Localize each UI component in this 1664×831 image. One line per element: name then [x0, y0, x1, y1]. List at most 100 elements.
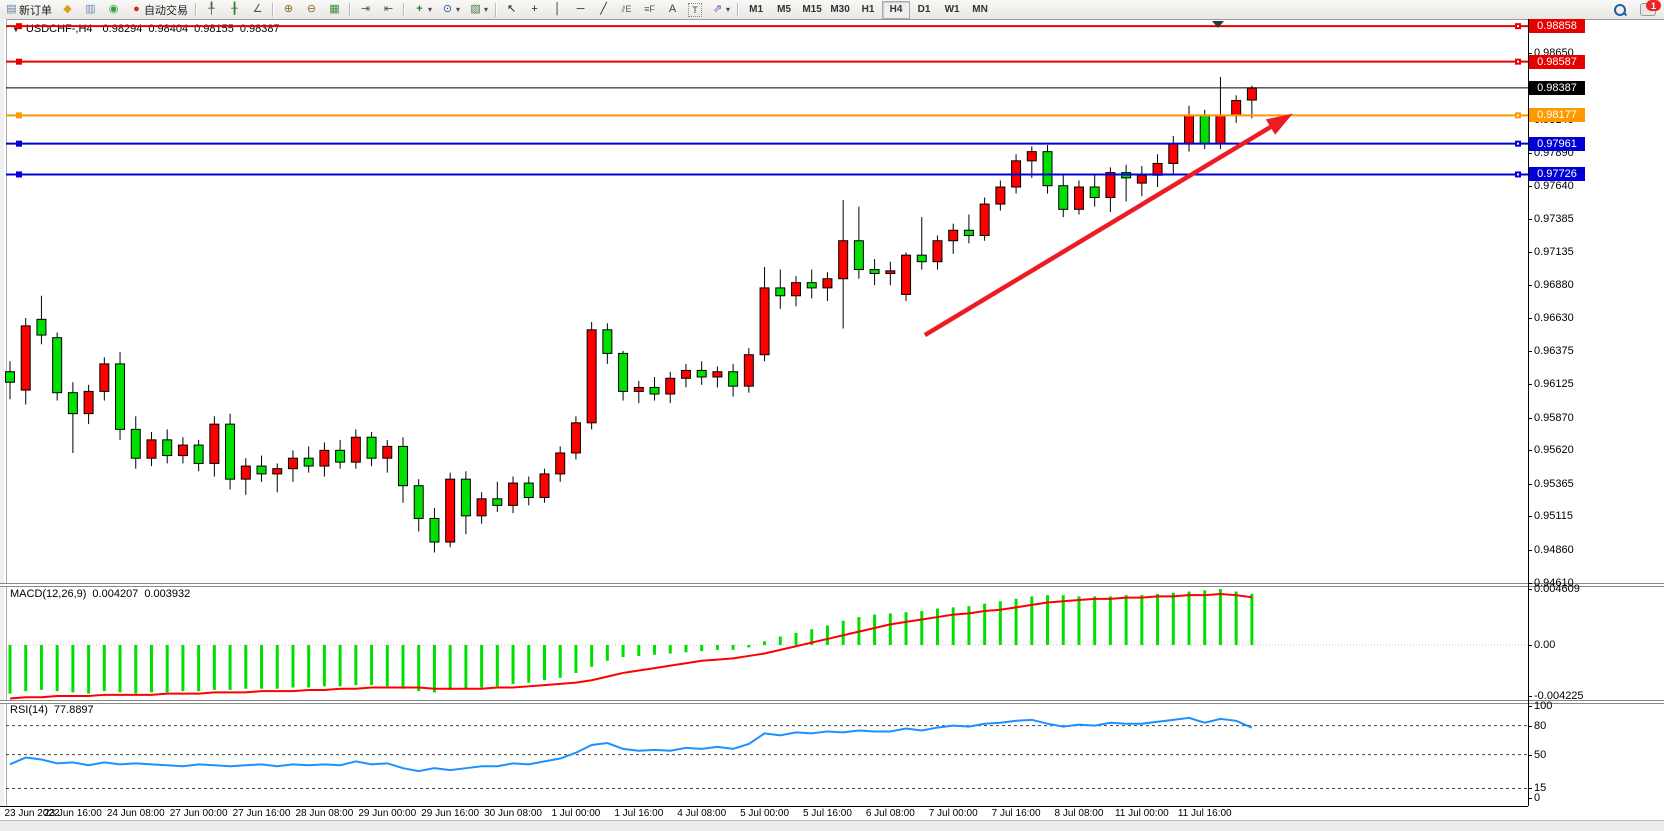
indicators-button[interactable]: + ▾ [408, 1, 436, 18]
high-value: 0.98404 [148, 23, 189, 35]
tab-timeframe-D1[interactable]: D1 [917, 4, 931, 15]
macd-tick-label-tick [1528, 696, 1532, 698]
new-chart-button[interactable]: ▥ [79, 1, 102, 18]
autotrading-icon: ● [133, 3, 140, 15]
text-button[interactable]: A [661, 1, 684, 18]
rsi-panel-divider[interactable] [0, 700, 1664, 704]
price-tick-label-tick [1528, 152, 1532, 154]
candlestick-icon: ╂ [231, 3, 238, 15]
price-tick-label-tick [1528, 285, 1532, 287]
signals-button[interactable]: ◉ [102, 1, 125, 18]
candlestick-button[interactable]: ╂ [223, 1, 246, 18]
auto-scroll-button[interactable]: ⇥ [354, 1, 377, 18]
date-label: 29 Jun 16:00 [421, 808, 480, 819]
tab-timeframe-H1[interactable]: H1 [861, 4, 875, 15]
crosshair-icon: + [531, 3, 538, 15]
window-left-edge [0, 19, 7, 820]
arrows-button[interactable]: ⇗ ▾ [706, 1, 734, 18]
channel-button[interactable]: ⫽E [615, 1, 638, 18]
chart-menu-icon[interactable]: ▼ [12, 24, 20, 34]
tab-timeframe-MN[interactable]: MN [972, 4, 988, 15]
price-tick-label-tick [1528, 483, 1532, 485]
price-label-badge: 0.98858 [1529, 19, 1585, 34]
arrows-icon: ⇗ [712, 3, 723, 15]
text-icon: A [668, 3, 677, 15]
price-tick-label-tick [1528, 516, 1532, 518]
toolbar-separator [349, 2, 351, 17]
price-tick-label: 0.94860 [1534, 543, 1574, 556]
tab-timeframe-H4[interactable]: H4 [882, 0, 911, 19]
rsi-tick-label: 80 [1534, 719, 1547, 732]
macd-main-value: 0.004207 [92, 588, 139, 600]
chart-shift-button[interactable]: ⇤ [377, 1, 400, 18]
chevron-down-icon: ▾ [726, 5, 731, 14]
main-toolbar: ▤ 新订单 ◆ ▥ ◉ ● 自动交易 ╀ ╂ ∠ ⊕ ⊖ ▦ ⇥ ⇤ + ▾ ⊙ ▾… [0, 0, 1664, 20]
date-label: 11 Jul 00:00 [1114, 808, 1169, 819]
date-label: 29 Jun 00:00 [358, 808, 417, 819]
fibonacci-button[interactable]: ≡F [638, 1, 661, 18]
price-label-badge: 0.98387 [1529, 80, 1585, 95]
vertical-line-button[interactable]: │ [546, 1, 569, 18]
price-axis-line [1528, 19, 1529, 806]
styler-button[interactable]: ◆ [56, 1, 79, 18]
date-label: 28 Jun 08:00 [295, 808, 354, 819]
price-tick-label: 0.94610 [1534, 576, 1574, 589]
date-label: 5 Jul 00:00 [740, 808, 790, 819]
chart-shift-icon: ⇤ [383, 3, 394, 15]
rsi-value: 77.8897 [53, 704, 94, 716]
cursor-icon: ↖ [506, 3, 517, 15]
toolbar-separator [495, 2, 498, 17]
price-tick-label-tick [1528, 582, 1532, 584]
date-label: 23 Jun 2022 [4, 808, 60, 819]
cursor-button[interactable]: ↖ [500, 1, 523, 18]
tab-timeframe-M1[interactable]: M1 [749, 4, 764, 15]
rsi-tick-label: 50 [1534, 748, 1547, 761]
price-tick-label: 0.96375 [1534, 345, 1574, 358]
rsi-tick-label-tick [1528, 706, 1532, 708]
date-label: 1 Jul 00:00 [551, 808, 601, 819]
macd-panel-divider[interactable] [0, 583, 1664, 587]
new-order-button[interactable]: ▤ 新订单 [0, 1, 56, 18]
price-tick-label-tick [1528, 185, 1532, 187]
tab-timeframe-M5[interactable]: M5 [777, 4, 792, 15]
crosshair-button[interactable]: + [523, 1, 546, 18]
price-tick-label: 0.95365 [1534, 477, 1574, 490]
chevron-down-icon: ▾ [428, 5, 433, 14]
text-label-button[interactable]: T [684, 1, 706, 18]
horizontal-line-icon: ─ [576, 3, 585, 15]
zoom-in-button[interactable]: ⊕ [277, 1, 300, 18]
date-label: 11 Jul 16:00 [1177, 808, 1232, 819]
tile-windows-button[interactable]: ▦ [323, 1, 346, 18]
bar-chart-button[interactable]: ╀ [200, 1, 223, 18]
trendline-icon: ╱ [600, 3, 607, 15]
tab-timeframe-M15[interactable]: M15 [802, 4, 822, 15]
tab-timeframe-M30[interactable]: M30 [830, 4, 850, 15]
horizontal-line-button[interactable]: ─ [569, 1, 592, 18]
toolbar-separator [195, 2, 197, 17]
chevron-down-icon: ▾ [484, 5, 489, 14]
rsi-tick-label: 15 [1534, 782, 1547, 795]
autotrading-button[interactable]: ● 自动交易 [125, 1, 192, 18]
zoom-out-button[interactable]: ⊖ [300, 1, 323, 18]
chat-icon[interactable]: 1 [1640, 0, 1661, 16]
time-axis[interactable] [0, 806, 1528, 821]
bottom-panel-sliver [0, 820, 1664, 831]
macd-label: MACD(12,26,9) 0.004207 0.003932 [10, 588, 190, 600]
toolbar-separator [737, 2, 740, 17]
line-chart-icon: ∠ [252, 3, 263, 15]
autotrading-label: 自动交易 [144, 4, 188, 17]
line-chart-button[interactable]: ∠ [246, 1, 269, 18]
price-tick-label-tick [1528, 251, 1532, 253]
tab-timeframe-W1[interactable]: W1 [944, 4, 960, 15]
chevron-down-icon: ▾ [456, 5, 461, 14]
macd-tick-label: 0.004609 [1534, 583, 1580, 595]
rsi-tick-label-tick [1528, 788, 1532, 790]
notification-badge: 1 [1646, 0, 1661, 11]
price-label-badge: 0.97726 [1529, 167, 1585, 182]
fibonacci-icon: ≡F [644, 4, 655, 14]
search-icon[interactable] [1614, 3, 1626, 16]
periods-button[interactable]: ⊙ ▾ [436, 1, 464, 18]
templates-button[interactable]: ▧ ▾ [464, 1, 492, 18]
trendline-button[interactable]: ╱ [592, 1, 615, 18]
